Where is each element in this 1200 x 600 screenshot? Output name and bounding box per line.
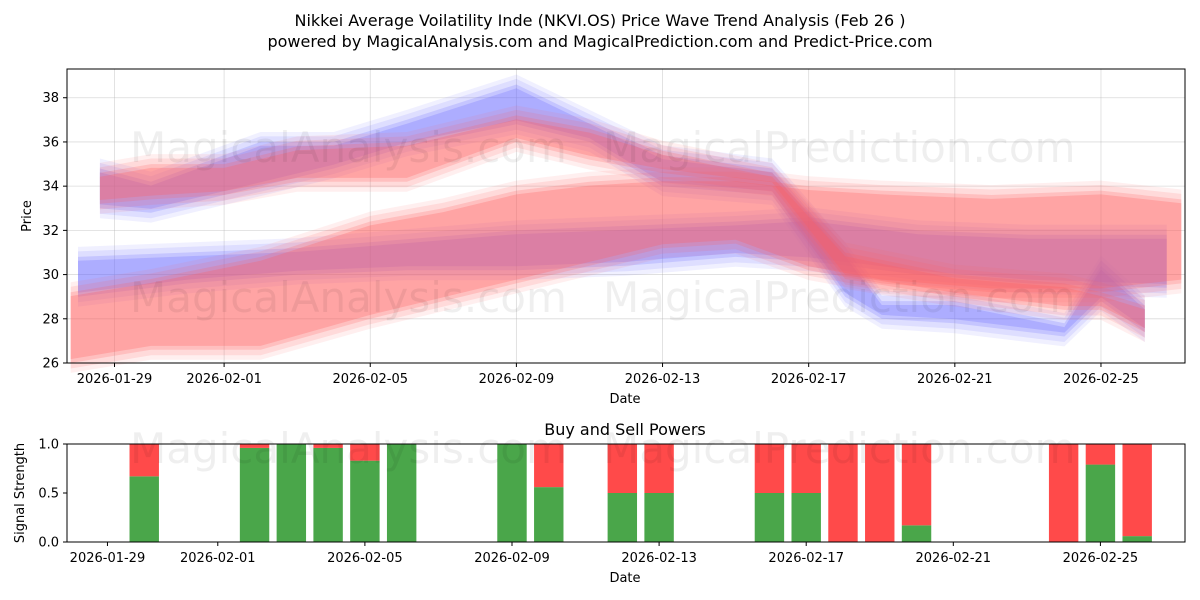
buy-bar-2026-02-17: [791, 493, 821, 542]
price-xtick-label-7: 2026-02-25: [1063, 372, 1139, 387]
buy-bar-2026-02-12: [607, 493, 638, 542]
buy-sell-chart-title: Buy and Sell Powers: [544, 420, 706, 439]
sell-bar-2026-02-19: [865, 444, 895, 542]
price-xtick-label-2: 2026-02-05: [332, 372, 408, 387]
wave-band-3-layer-3: [70, 181, 1182, 360]
buy-bar-2026-02-26: [1122, 536, 1152, 542]
wave-band-3-layer-2: [70, 177, 1182, 363]
sell-bar-2026-02-25: [1085, 444, 1116, 465]
price-gridlines: [67, 69, 1185, 364]
sell-bar-2026-01-30: [129, 444, 159, 477]
watermark-prediction-mid: MagicalPrediction.com: [603, 273, 1076, 322]
signal-ytick-label-1: 0.5: [38, 487, 59, 502]
price-ytick-label-4: 34: [42, 180, 59, 195]
buy-bar-2026-02-16: [754, 493, 785, 542]
wave-band-2-layer-3: [99, 119, 1145, 329]
watermark-analysis-top: MagicalAnalysis.com: [130, 123, 567, 172]
buy-bar-2026-02-05: [350, 460, 380, 542]
wave-band-0-layer-0: [99, 74, 1145, 347]
buy-bar-2026-02-25: [1085, 464, 1116, 542]
figure-title-line2: powered by MagicalAnalysis.com and Magic…: [267, 32, 932, 51]
wave-band-3-layer-1: [70, 171, 1182, 369]
sell-bar-2026-02-02: [239, 444, 270, 448]
price-xtick-label-0: 2026-01-29: [77, 372, 153, 387]
price-y-axis-label: Price: [20, 200, 35, 232]
sell-bar-2026-02-17: [791, 444, 821, 493]
signal-xtick-label-3: 2026-02-09: [474, 551, 550, 566]
signal-y-axis: 0.0 0.5 1.0: [38, 438, 67, 551]
buy-bar-2026-02-03: [276, 444, 307, 542]
wave-band-1-layer-0: [78, 207, 1167, 307]
price-x-axis-label: Date: [609, 392, 640, 407]
signal-xtick-label-5: 2026-02-17: [768, 551, 844, 566]
price-ytick-label-5: 36: [42, 135, 59, 150]
figure-title-line1: Nikkei Average Voilatility Inde (NKVI.OS…: [295, 11, 906, 30]
sell-bar-2026-02-13: [644, 444, 674, 493]
signal-xtick-label-2: 2026-02-05: [327, 551, 403, 566]
buy-bar-2026-02-20: [901, 525, 932, 542]
price-ytick-label-1: 28: [42, 312, 59, 327]
sell-bar-2026-02-05: [350, 444, 380, 461]
price-wave-bands: [70, 74, 1182, 373]
wave-band-2-layer-1: [99, 109, 1145, 338]
signal-bars: [129, 444, 1152, 542]
signal-xtick-label-0: 2026-01-29: [70, 551, 146, 566]
sell-bar-2026-02-18: [828, 444, 858, 542]
price-xtick-label-6: 2026-02-21: [917, 372, 993, 387]
sell-bar-2026-02-12: [607, 444, 638, 493]
price-plot-background: [67, 69, 1185, 363]
signal-x-axis: 2026-01-29 2026-02-01 2026-02-05 2026-02-09…: [70, 542, 1139, 566]
wave-band-3-layer-0: [70, 167, 1182, 373]
signal-ytick-label-0: 0.0: [38, 536, 59, 551]
price-xtick-label-1: 2026-02-01: [186, 372, 262, 387]
buy-bar-2026-02-09: [497, 444, 527, 542]
wave-band-0-layer-3: [99, 88, 1145, 333]
watermark-analysis-mid: MagicalAnalysis.com: [130, 273, 567, 322]
price-ytick-label-0: 26: [42, 357, 59, 372]
signal-xtick-label-6: 2026-02-21: [916, 551, 992, 566]
price-y-axis: 26 28 30 32 34 36 38: [42, 91, 67, 372]
wave-band-2-layer-2: [99, 115, 1145, 333]
buy-bar-2026-02-10: [534, 487, 564, 542]
signal-xtick-label-7: 2026-02-25: [1063, 551, 1139, 566]
buy-sell-powers-chart: Buy and Sell Powers MagicalAnalysis.com …: [13, 420, 1186, 586]
signal-xtick-label-4: 2026-02-13: [621, 551, 697, 566]
sell-bar-2026-02-16: [754, 444, 785, 493]
signal-xtick-label-1: 2026-02-01: [180, 551, 256, 566]
sell-bar-2026-02-26: [1122, 444, 1152, 537]
sell-bar-2026-02-24: [1048, 444, 1079, 542]
price-xtick-label-4: 2026-02-13: [625, 372, 701, 387]
price-x-axis: 2026-01-29 2026-02-01 2026-02-05 2026-02-09…: [77, 363, 1139, 387]
wave-band-1-layer-2: [78, 217, 1167, 297]
price-ytick-label-6: 38: [42, 91, 59, 106]
wave-band-1-layer-1: [78, 211, 1167, 303]
buy-bar-2026-02-06: [386, 444, 417, 542]
signal-y-axis-label: Signal Strength: [13, 443, 28, 543]
buy-bar-2026-02-02: [239, 447, 270, 542]
watermark-analysis-bottom: MagicalAnalysis.com: [130, 424, 567, 473]
buy-bar-2026-02-13: [644, 493, 674, 542]
wave-band-2-layer-0: [99, 105, 1145, 342]
price-xtick-label-3: 2026-02-09: [479, 372, 555, 387]
wave-band-0-layer-2: [99, 84, 1145, 337]
wave-band-1-layer-3: [78, 221, 1167, 293]
price-wave-chart: MagicalAnalysis.com MagicalPrediction.co…: [20, 68, 1186, 407]
price-plot-frame: [66, 68, 1186, 364]
watermark-prediction-top: MagicalPrediction.com: [603, 123, 1076, 172]
wave-band-0-layer-1: [99, 78, 1145, 343]
signal-x-axis-label: Date: [609, 571, 640, 586]
sell-bar-2026-02-20: [901, 444, 932, 526]
buy-bar-2026-01-30: [129, 476, 159, 542]
sell-bar-2026-02-10: [534, 444, 564, 488]
signal-ytick-label-2: 1.0: [38, 438, 59, 453]
price-xtick-label-5: 2026-02-17: [771, 372, 847, 387]
price-ytick-label-2: 30: [42, 268, 59, 283]
buy-bar-2026-02-04: [313, 447, 343, 542]
price-ytick-label-3: 32: [42, 224, 59, 239]
sell-bar-2026-02-04: [313, 444, 343, 448]
watermark-prediction-bottom: MagicalPrediction.com: [603, 424, 1076, 473]
